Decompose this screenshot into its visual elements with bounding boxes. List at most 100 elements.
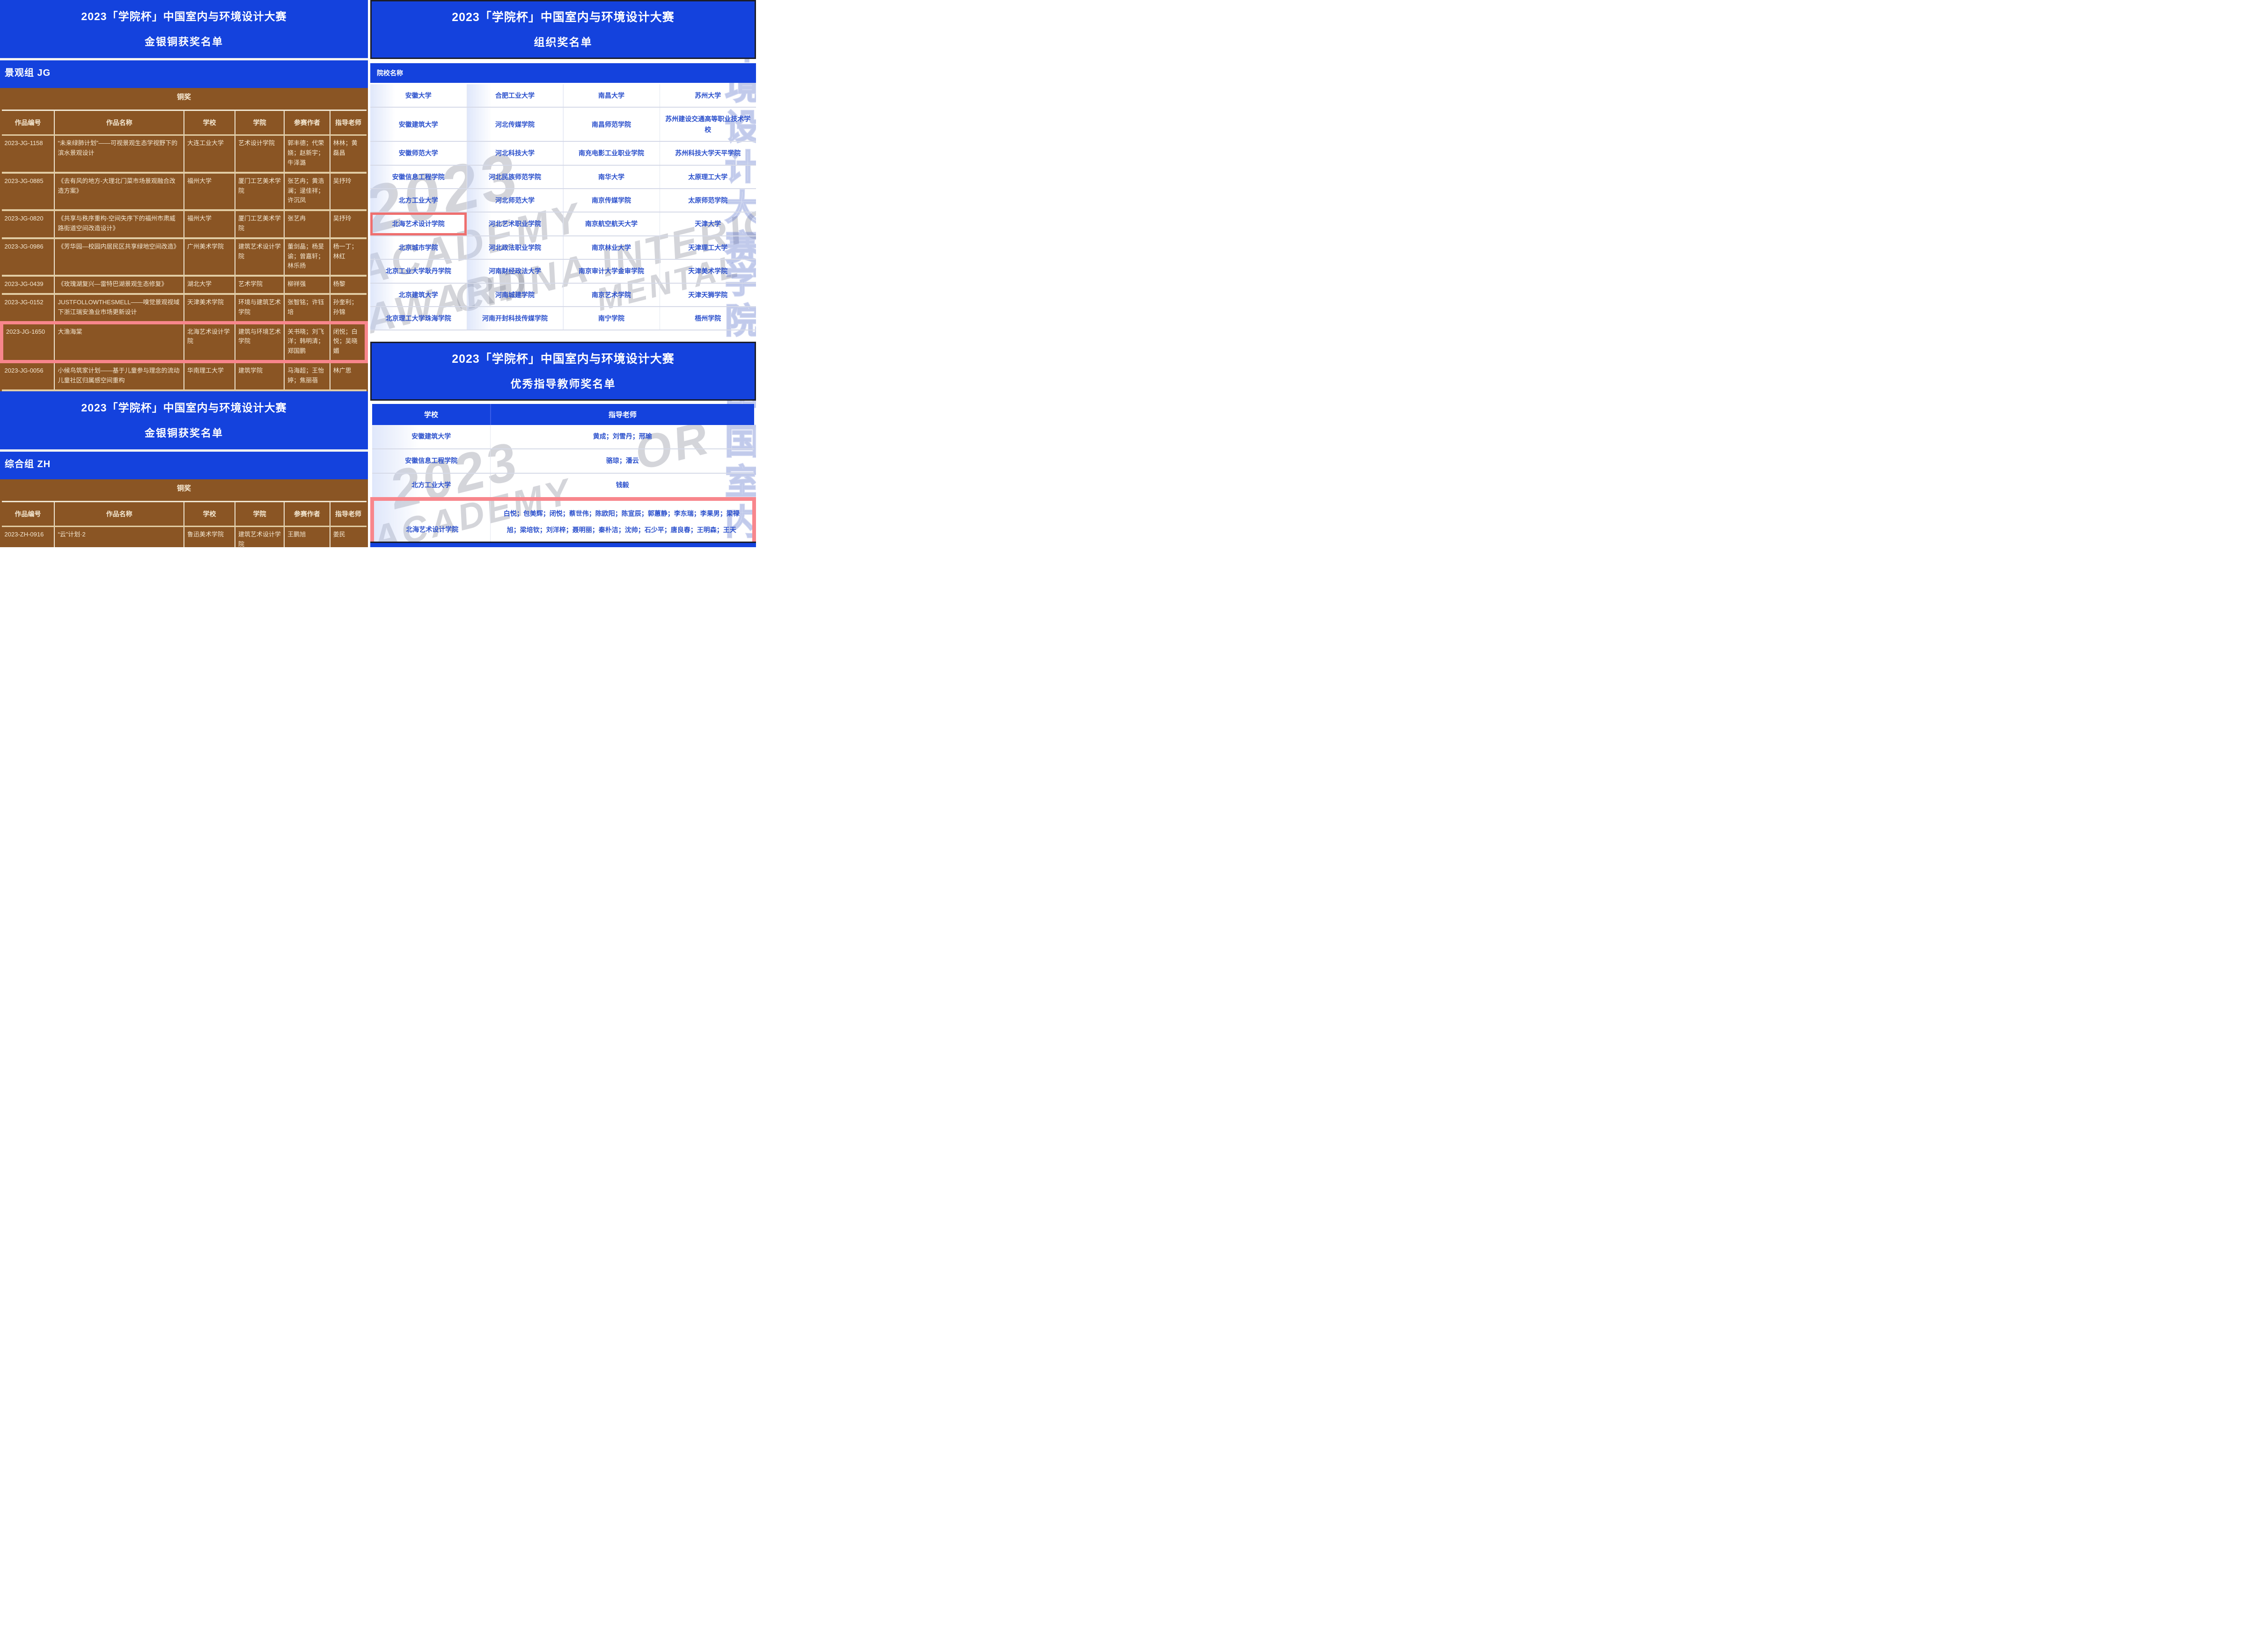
bottom-next-section-strip xyxy=(370,542,756,547)
table-row: 2023-ZH-0916 “云”计划·2 鲁迅美术学院 建筑艺术设计学院 王鹏旭 姜民 xyxy=(1,526,367,547)
highlighted-row: 北海艺术设计学院 白悦；包美辉；闭悦；蔡世伟；陈欧阳；陈宣辰；郭蕙静；李东瑞；李果… xyxy=(370,497,756,547)
school-cell: 南昌大学 xyxy=(563,84,660,108)
school-cell: 安徽信息工程学院 xyxy=(370,165,467,189)
authors-cell: 马海超；王怡婷；焦丽蓓 xyxy=(284,361,330,391)
work-title-cell: 《芳华园—校园内居民区共享绿地空间改造》 xyxy=(54,238,184,277)
school-cell: 天津理工大学 xyxy=(660,235,756,260)
column-header: 学校 xyxy=(184,110,236,136)
org-grid-row: 北京建筑大学 河南城建学院 南京艺术学院 天津天狮学院 xyxy=(370,283,756,307)
school-cell: 南京艺术学院 xyxy=(563,283,660,307)
group-label-zh: 综合组 ZH xyxy=(0,449,368,479)
school-cell: 南京传媒学院 xyxy=(563,188,660,213)
school-cell: 河南财经政法大学 xyxy=(467,259,564,284)
authors-cell: 张艺冉 xyxy=(284,210,330,239)
competition-title: 2023「学院杯」中国室内与环境设计大赛 xyxy=(452,11,675,24)
school-cell: 安徽师范大学 xyxy=(370,141,467,166)
work-title-cell: “未来绿肺计划”——可视景观生态学视野下的滨水景观设计 xyxy=(54,135,184,174)
college-cell: 厦门工艺美术学院 xyxy=(235,172,285,212)
college-cell: 艺术设计学院 xyxy=(235,135,285,174)
column-header: 参赛作者 xyxy=(284,501,330,527)
teachers-cell: 孙奎利；孙锦 xyxy=(330,293,367,324)
column-header-row: 作品编号 作品名称 学校 学院 参赛作者 指导老师 xyxy=(1,501,367,527)
entry-number-cell: 2023-JG-0885 xyxy=(1,172,55,212)
competition-title: 2023「学院杯」中国室内与环境设计大赛 xyxy=(81,401,287,414)
school-cell: 广州美术学院 xyxy=(184,238,236,277)
school-cell: 苏州科技大学天平学院 xyxy=(660,141,756,166)
school-cell: 北海艺术设计学院 xyxy=(370,497,491,547)
teachers-cell: 姜民 xyxy=(330,526,367,547)
teachers-cell: 骆琼；潘云 xyxy=(490,449,754,474)
school-cell: 河北民族师范学院 xyxy=(467,165,564,189)
school-cell: 河北艺术职业学院 xyxy=(467,212,564,236)
column-header: 作品编号 xyxy=(1,501,55,527)
column-header-row: 学校 指导老师 xyxy=(372,404,754,425)
teacher-award-table: 学校 指导老师 安徽建筑大学 黄成；刘雪丹；邢瑜 安徽信息工程学院 骆琼；潘云 北方工业大学… xyxy=(370,404,756,547)
entry-number-cell: 2023-JG-0056 xyxy=(1,361,55,391)
award-label-row: 铜奖 xyxy=(1,88,367,111)
org-section-header: 2023「学院杯」中国室内与环境设计大赛 组织奖名单 xyxy=(370,0,756,59)
table-row: 安徽信息工程学院 骆琼；潘云 xyxy=(372,449,754,474)
column-header: 作品名称 xyxy=(54,110,184,136)
authors-cell: 郭丰德；代荣娆；赵新宇；牛泽潞 xyxy=(284,135,330,174)
column-header: 学院 xyxy=(235,110,285,136)
group-label-jg: 景观组 JG xyxy=(0,58,368,88)
work-title-cell: JUSTFOLLOWTHESMELL——嗅觉景观视域下浙江瑞安渔业市场更新设计 xyxy=(54,293,184,324)
org-grid-row: 北京工业大学耿丹学院 河南财经政法大学 南京审计大学金审学院 天津美术学院 xyxy=(370,259,756,284)
school-cell: 天津天狮学院 xyxy=(660,283,756,307)
column-header-row: 作品编号 作品名称 学校 学院 参赛作者 指导老师 xyxy=(1,110,367,136)
school-cell: 苏州大学 xyxy=(660,84,756,108)
school-cell: 福州大学 xyxy=(184,172,236,212)
school-cell: 河南城建学院 xyxy=(467,283,564,307)
jg-section-header: 2023「学院杯」中国室内与环境设计大赛 金银铜获奖名单 xyxy=(0,0,368,58)
school-cell: 合肥工业大学 xyxy=(467,84,564,108)
school-cell: 北京工业大学耿丹学院 xyxy=(370,259,467,284)
teachers-cell: 杨黎 xyxy=(330,276,367,295)
teachers-cell: 林广思 xyxy=(330,361,367,391)
school-cell: 天津美术学院 xyxy=(184,293,236,324)
org-grid-row: 北海艺术设计学院 河北艺术职业学院 南京航空航天大学 天津大学 xyxy=(370,212,756,236)
highlighted-row: 2023-JG-1650 大渔海棠 北海艺术设计学院 建筑与环境艺术学院 关书晓；刘飞洋… xyxy=(0,321,368,363)
highlighted-school-cell: 北海艺术设计学院 xyxy=(370,212,467,236)
entry-number-cell: 2023-JG-1650 xyxy=(0,321,55,363)
school-cell: 河北传媒学院 xyxy=(467,107,564,142)
school-cell: 南京航空航天大学 xyxy=(563,212,660,236)
column-header: 指导老师 xyxy=(490,404,754,425)
zh-section-header: 2023「学院杯」中国室内与环境设计大赛 金银铜获奖名单 xyxy=(0,391,368,449)
org-teacher-panel: 2023ACADEMYAWARDCHINA INTERIORMENTAL2023… xyxy=(370,0,756,547)
teacher-award-section: 2023「学院杯」中国室内与环境设计大赛 优秀指导教师奖名单 学校 指导老师 安徽建… xyxy=(370,342,756,547)
school-name-header: 院校名称 xyxy=(370,63,756,83)
school-cell: 南京审计大学金审学院 xyxy=(563,259,660,284)
entry-number-cell: 2023-JG-0986 xyxy=(1,238,55,277)
school-cell: 太原理工大学 xyxy=(660,165,756,189)
school-cell: 南昌师范学院 xyxy=(563,107,660,142)
column-header: 指导老师 xyxy=(330,501,367,527)
school-cell: 河北师范大学 xyxy=(467,188,564,213)
school-cell: 河北科技大学 xyxy=(467,141,564,166)
school-cell: 大连工业大学 xyxy=(184,135,236,174)
table-row: 2023-JG-0152 JUSTFOLLOWTHESMELL——嗅觉景观视域下浙… xyxy=(1,293,367,324)
school-cell: 北海艺术设计学院 xyxy=(184,321,236,363)
school-cell: 湖北大学 xyxy=(184,276,236,295)
award-list-subtitle: 金银铜获奖名单 xyxy=(144,36,223,48)
school-cell: 安徽信息工程学院 xyxy=(372,449,491,474)
authors-cell: 张智铭；许钰培 xyxy=(284,293,330,324)
school-cell: 苏州建设交通高等职业技术学校 xyxy=(660,107,756,142)
school-cell: 北方工业大学 xyxy=(370,188,467,213)
teacher-section-header: 2023「学院杯」中国室内与环境设计大赛 优秀指导教师奖名单 xyxy=(370,342,756,401)
entry-number-cell: 2023-JG-0152 xyxy=(1,293,55,324)
school-cell: 南华大学 xyxy=(563,165,660,189)
bronze-award-table-zh: 铜奖 作品编号 作品名称 学校 学院 参赛作者 指导老师 2023-ZH-0916 “云”计划·… xyxy=(0,479,368,547)
college-cell: 厦门工艺美术学院 xyxy=(235,210,285,239)
teachers-cell: 吴抒玲 xyxy=(330,210,367,239)
award-list-subtitle: 金银铜获奖名单 xyxy=(144,427,223,439)
table-row: 2023-JG-0056 小候鸟筑家计划——基于儿童参与理念的流动儿童社区归属感空… xyxy=(1,361,367,391)
column-header: 作品编号 xyxy=(1,110,55,136)
entry-number-cell: 2023-ZH-0916 xyxy=(1,526,55,547)
teachers-cell: 吴抒玲 xyxy=(330,172,367,212)
school-cell: 南充电影工业职业学院 xyxy=(563,141,660,166)
school-cell: 安徽建筑大学 xyxy=(372,425,491,450)
school-cell: 南宁学院 xyxy=(563,306,660,331)
award-label-row: 铜奖 xyxy=(1,479,367,502)
organization-award-section: 2023「学院杯」中国室内与环境设计大赛 组织奖名单 院校名称 安徽大学 合肥工业… xyxy=(370,0,756,331)
entry-number-cell: 2023-JG-0439 xyxy=(1,276,55,295)
